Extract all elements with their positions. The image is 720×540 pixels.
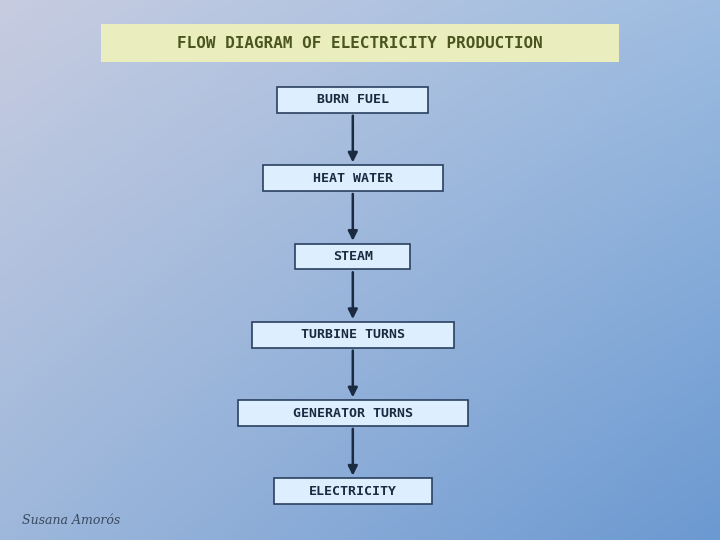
Text: STEAM: STEAM xyxy=(333,250,373,263)
Text: Susana Amorós: Susana Amorós xyxy=(22,514,120,526)
FancyBboxPatch shape xyxy=(252,322,454,348)
FancyBboxPatch shape xyxy=(238,400,468,426)
FancyBboxPatch shape xyxy=(277,87,428,113)
Text: ELECTRICITY: ELECTRICITY xyxy=(309,485,397,498)
Text: BURN FUEL: BURN FUEL xyxy=(317,93,389,106)
Text: HEAT WATER: HEAT WATER xyxy=(312,172,393,185)
Text: GENERATOR TURNS: GENERATOR TURNS xyxy=(293,407,413,420)
Text: FLOW DIAGRAM OF ELECTRICITY PRODUCTION: FLOW DIAGRAM OF ELECTRICITY PRODUCTION xyxy=(177,36,543,51)
FancyBboxPatch shape xyxy=(101,24,619,62)
Text: TURBINE TURNS: TURBINE TURNS xyxy=(301,328,405,341)
FancyBboxPatch shape xyxy=(295,244,410,269)
FancyBboxPatch shape xyxy=(274,478,432,504)
FancyBboxPatch shape xyxy=(263,165,443,191)
